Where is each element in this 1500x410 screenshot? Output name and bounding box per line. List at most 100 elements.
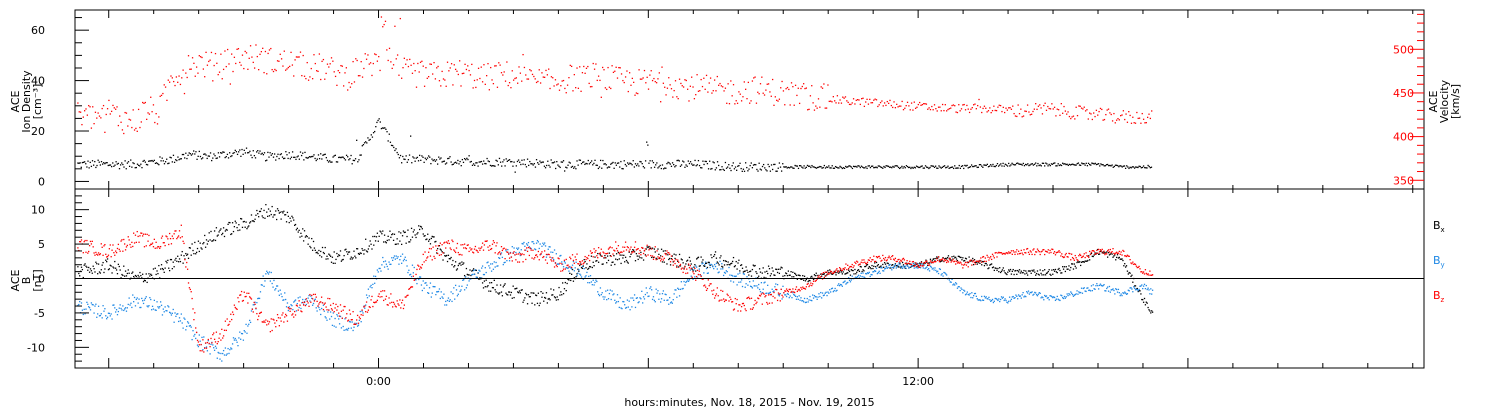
density-point [1014, 164, 1017, 166]
field-point-x [496, 284, 498, 286]
field-point-y [409, 274, 411, 276]
velocity-point [220, 53, 222, 55]
field-point-y [344, 318, 346, 320]
density-point [1021, 164, 1023, 166]
density-point [244, 152, 247, 154]
field-point-z [450, 248, 452, 251]
field-point-z [602, 251, 604, 253]
field-point-y [1081, 292, 1084, 294]
velocity-point [337, 69, 339, 72]
field-point-z [267, 320, 269, 322]
field-point-z [105, 253, 107, 255]
field-point-z [689, 265, 691, 267]
field-point-x [1150, 312, 1152, 314]
field-point-x [940, 260, 942, 262]
density-point [734, 166, 737, 168]
field-point-z [598, 253, 601, 255]
field-point-y [877, 271, 879, 274]
field-point-x [1137, 290, 1139, 293]
field-point-x [454, 261, 457, 263]
velocity-point [115, 108, 117, 110]
density-point [858, 165, 860, 167]
field-point-z [228, 323, 230, 326]
density-point [1139, 165, 1141, 168]
velocity-point [1071, 116, 1073, 118]
field-point-y [1109, 291, 1111, 293]
field-point-x [672, 261, 674, 263]
field-point-y [159, 306, 161, 308]
field-point-x [1128, 271, 1130, 274]
field-point-y [1033, 293, 1035, 295]
field-point-x [1092, 255, 1094, 258]
velocity-point [1067, 111, 1069, 113]
velocity-point [912, 109, 914, 111]
density-point [454, 161, 457, 163]
field-point-y [612, 294, 614, 296]
velocity-point [761, 76, 763, 78]
field-point-z [234, 306, 236, 309]
field-point-y [300, 307, 302, 310]
velocity-point [697, 90, 700, 92]
field-point-y [1132, 291, 1134, 293]
field-point-z [309, 293, 311, 296]
magnetic-field-marks [77, 204, 1154, 362]
velocity-point [156, 123, 159, 125]
field-point-x [991, 267, 994, 269]
velocity-point [966, 104, 968, 107]
field-point-y [875, 267, 878, 270]
field-point-x [277, 209, 280, 212]
field-point-y [445, 304, 448, 306]
field-point-x [713, 253, 716, 256]
field-point-x [729, 264, 731, 266]
field-point-y [645, 287, 647, 289]
field-point-y [689, 269, 691, 271]
field-point-x [485, 279, 487, 281]
field-point-x [115, 269, 118, 271]
velocity-point [1120, 115, 1122, 117]
velocity-point [523, 66, 526, 69]
field-point-x [193, 252, 195, 255]
field-point-y [1051, 295, 1053, 298]
velocity-point [797, 87, 799, 89]
density-point [384, 127, 386, 129]
velocity-point [704, 88, 706, 90]
field-point-z [453, 249, 455, 251]
field-point-y [526, 243, 528, 245]
density-point [966, 164, 968, 167]
field-point-z [88, 250, 90, 253]
density-point [864, 167, 866, 169]
velocity-point [742, 96, 744, 98]
velocity-point [507, 84, 509, 87]
velocity-point [255, 44, 257, 46]
velocity-point [1115, 119, 1118, 121]
field-point-x [1009, 268, 1012, 271]
field-point-x [613, 255, 615, 257]
velocity-point [371, 74, 373, 77]
density-point [689, 161, 692, 163]
field-point-y [1066, 293, 1068, 295]
density-point [318, 157, 321, 160]
field-point-x [1074, 265, 1076, 267]
field-point-y [1034, 291, 1036, 294]
field-point-x [1070, 266, 1072, 269]
field-point-x [1101, 252, 1103, 254]
velocity-point [426, 77, 428, 79]
velocity-point [979, 106, 982, 108]
density-point [883, 165, 885, 168]
velocity-point [1037, 105, 1040, 107]
field-point-z [214, 341, 217, 343]
field-point-x [617, 251, 620, 254]
field-point-y [756, 285, 758, 287]
field-point-y [746, 276, 748, 278]
field-point-y [657, 290, 659, 292]
density-point [217, 152, 220, 154]
field-point-y [506, 259, 508, 262]
velocity-point [274, 68, 276, 71]
velocity-point [325, 72, 327, 75]
velocity-point [754, 76, 756, 78]
velocity-point [1121, 114, 1123, 116]
field-point-z [514, 254, 516, 256]
field-point-y [1078, 291, 1080, 293]
field-point-y [453, 287, 455, 289]
density-point [1091, 162, 1093, 164]
